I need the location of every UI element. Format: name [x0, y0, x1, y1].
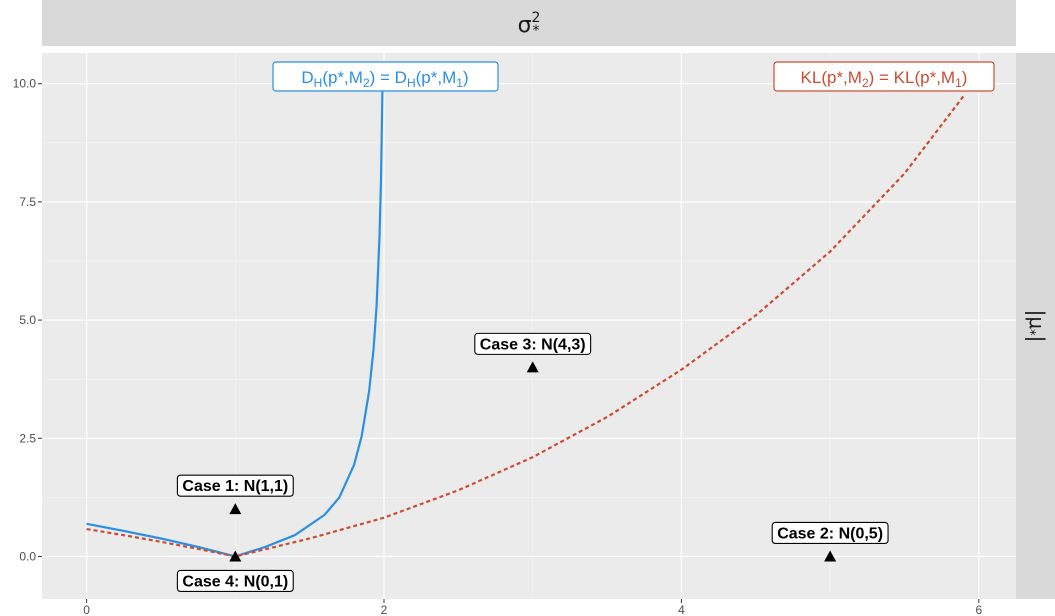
dh-series-line	[86, 83, 384, 558]
y-tick-label: 7.5	[19, 195, 36, 209]
top-strip-label: σ2 *	[518, 10, 541, 39]
curve-labels: DH(p*,M2) = DH(p*,M1) KL(p*,M2) = KL(p*,…	[272, 61, 995, 92]
right-strip	[1016, 53, 1055, 599]
case-label-text: Case 3: N(4,3)	[480, 336, 586, 353]
y-tick-label: 10.0	[13, 77, 37, 91]
case-point-marker	[526, 361, 539, 373]
case-label: Case 2: N(0,5)	[771, 521, 889, 545]
case-label-box	[176, 474, 294, 497]
case-label-box	[474, 332, 592, 355]
right-strip-label: |μ*|	[1022, 310, 1049, 343]
svg-text:KL(p*,M2) = KL(p*,M1): KL(p*,M2) = KL(p*,M1)	[801, 68, 968, 90]
axes: 0 2 4 6 0.0 2.5 5.0 7.5 10.0	[13, 77, 983, 616]
points-layer: Case 1: N(1,1) Case 2: N(0,5) Case 3: N(4,…	[176, 332, 889, 593]
top-strip	[42, 0, 1016, 46]
x-tick-label: 6	[975, 603, 982, 616]
case-label-text: Case 4: N(0,1)	[182, 573, 288, 590]
case-label-box	[771, 521, 889, 545]
y-tick-label: 5.0	[19, 313, 36, 327]
case-label: Case 3: N(4,3)	[474, 332, 592, 355]
kl-curve-label: KL(p*,M2) = KL(p*,M1)	[773, 61, 995, 92]
y-tick-label: 2.5	[19, 431, 36, 445]
case-label-text: Case 2: N(0,5)	[777, 525, 883, 542]
x-tick-label: 4	[678, 603, 685, 616]
case-point-marker	[824, 550, 837, 562]
case-label: Case 1: N(1,1)	[176, 474, 294, 497]
case-label-box	[176, 569, 294, 593]
x-tick-label: 2	[381, 603, 388, 616]
case-point-marker	[229, 503, 242, 515]
x-tick-label: 0	[83, 603, 90, 616]
series-layer	[86, 83, 965, 558]
plot-panel	[42, 53, 1016, 599]
case-label: Case 4: N(0,1)	[176, 569, 294, 593]
svg-text:DH(p*,M2) = DH(p*,M1): DH(p*,M2) = DH(p*,M1)	[301, 68, 468, 90]
case-point-marker	[229, 550, 242, 562]
case-label-text: Case 1: N(1,1)	[182, 478, 288, 495]
y-tick-label: 0.0	[19, 549, 36, 563]
dh-curve-label: DH(p*,M2) = DH(p*,M1)	[272, 61, 499, 92]
